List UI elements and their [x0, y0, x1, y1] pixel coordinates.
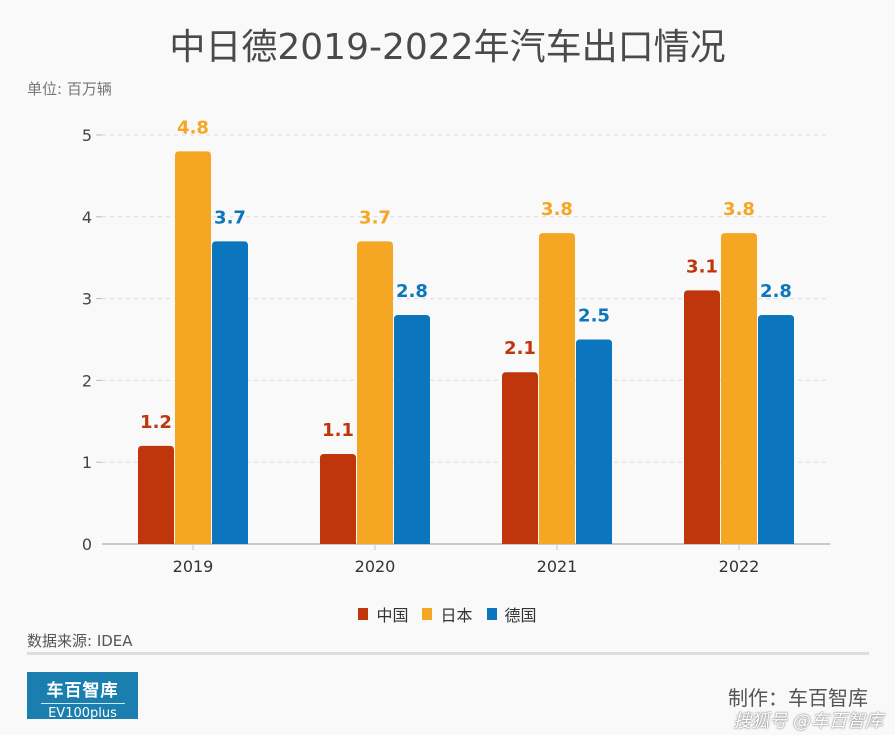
bar: [758, 314, 794, 544]
bar: [394, 314, 430, 544]
chart-title: 中日德2019-2022年汽车出口情况: [169, 27, 726, 68]
bar: [539, 233, 575, 544]
y-tick-label: 1: [82, 453, 92, 472]
x-tick-label: 2019: [173, 557, 214, 576]
unit-label: 单位: 百万辆: [27, 80, 112, 98]
bar: [684, 290, 720, 544]
bar: [138, 445, 174, 544]
legend-label-japan: 日本: [440, 606, 473, 625]
bar: [502, 372, 538, 544]
legend-label-china: 中国: [376, 606, 409, 625]
watermark: 搜狐号 @车百智库: [733, 711, 883, 732]
data-label: 1.1: [322, 420, 354, 441]
data-label: 2.8: [760, 281, 792, 302]
data-label: 3.8: [723, 199, 755, 220]
data-label: 3.7: [359, 207, 391, 228]
legend-swatch-japan: [422, 608, 433, 620]
x-tick-label: 2020: [355, 557, 396, 576]
legend-swatch-germany: [486, 608, 497, 620]
legend-item-china: 中国: [358, 602, 408, 626]
legend: 中国 日本 德国: [0, 602, 895, 626]
y-tick-label: 2: [82, 371, 92, 390]
y-tick-label: 5: [82, 126, 92, 145]
data-label: 1.2: [140, 412, 172, 433]
x-tick-label: 2022: [719, 557, 760, 576]
maker-credit: 制作：车百智库: [728, 686, 868, 710]
logo: 车百智库 EV100plus: [27, 672, 138, 721]
data-label: 2.5: [578, 306, 610, 327]
footer-divider: [27, 652, 869, 655]
data-label: 3.7: [214, 207, 246, 228]
bar: [576, 339, 612, 544]
legend-swatch-china: [358, 608, 369, 620]
bar: [357, 241, 393, 544]
data-label: 3.8: [541, 199, 573, 220]
y-tick-label: 3: [82, 290, 92, 309]
data-label: 4.8: [177, 117, 209, 138]
bar: [175, 151, 211, 545]
logo-cn: 车百智库: [46, 681, 119, 701]
data-label: 2.1: [504, 338, 536, 359]
x-tick-label: 2021: [537, 557, 578, 576]
logo-rule: [40, 703, 125, 704]
bar: [721, 233, 757, 544]
legend-item-japan: 日本: [422, 602, 473, 626]
bar: [320, 454, 356, 544]
legend-label-germany: 德国: [504, 606, 537, 625]
data-label: 3.1: [686, 256, 718, 277]
legend-item-germany: 德国: [486, 602, 537, 626]
bar: [212, 241, 248, 544]
bar-chart: 0 1 2 3 4 5 2019 1.2 4.8 3.7 2020 1.1 3.7 2.8 2021 2.1 3…: [82, 117, 830, 576]
logo-en: EV100plus: [48, 706, 117, 721]
data-source: 数据来源: IDEA: [27, 632, 133, 650]
y-tick-label: 4: [82, 208, 92, 227]
data-label: 2.8: [396, 281, 428, 302]
y-tick-label: 0: [82, 535, 92, 554]
